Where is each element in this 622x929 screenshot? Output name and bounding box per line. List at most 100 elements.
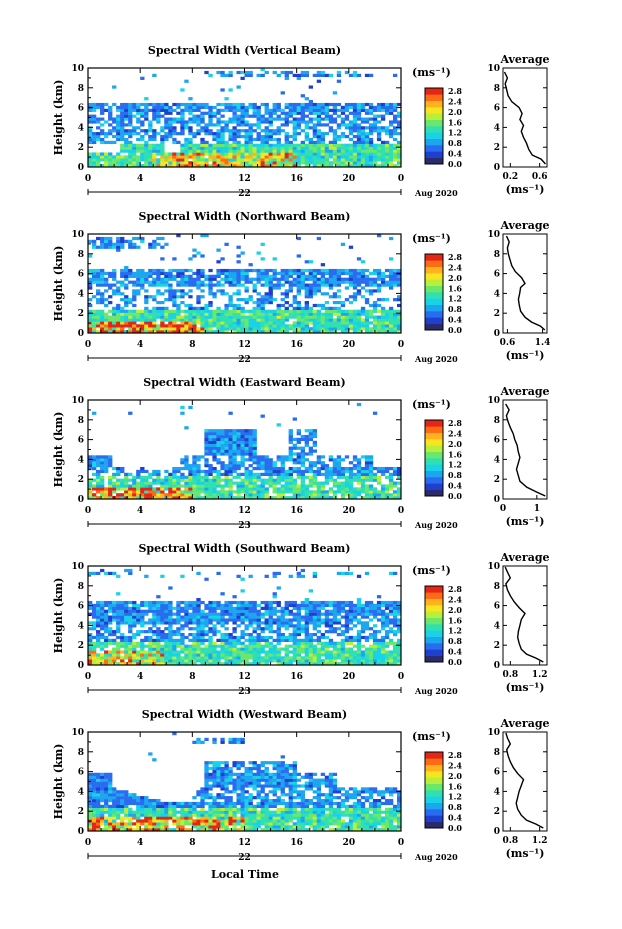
heatmap-cell xyxy=(360,490,366,494)
heatmap-cell xyxy=(144,117,149,121)
heatmap-cell xyxy=(176,621,181,625)
heatmap-cell xyxy=(176,481,181,485)
heatmap-cell xyxy=(100,653,105,657)
heatmap-cell xyxy=(316,236,322,241)
heatmap-cell xyxy=(144,277,149,281)
heatmap-cell xyxy=(120,478,125,482)
heatmap-cell xyxy=(128,484,133,488)
heatmap-cell xyxy=(152,298,157,302)
heatmap-cell xyxy=(240,478,245,482)
heatmap-cell xyxy=(240,484,245,488)
heatmap-cell xyxy=(284,271,289,276)
heatmap-cell xyxy=(196,493,201,497)
heatmap-cell xyxy=(232,656,237,660)
heatmap-cell xyxy=(264,487,269,491)
heatmap-cell xyxy=(120,635,125,640)
heatmap-cell xyxy=(232,164,237,168)
heatmap-cell xyxy=(200,102,205,107)
heatmap-cell xyxy=(316,624,322,628)
heatmap-cell xyxy=(196,490,201,494)
heatmap-cell xyxy=(296,312,301,316)
colorbar-tick-label: 2.8 xyxy=(448,418,462,428)
heatmap-cell xyxy=(396,318,402,322)
heatmap-cell xyxy=(204,487,209,491)
heatmap-cell xyxy=(184,662,189,666)
heatmap-cell xyxy=(360,132,366,136)
heatmap-cell xyxy=(312,164,318,168)
heatmap-cell xyxy=(324,630,330,634)
heatmap-cell xyxy=(252,330,257,334)
heatmap-cell xyxy=(240,662,245,666)
heatmap-cell xyxy=(332,478,338,482)
heatmap-cell xyxy=(248,280,253,284)
heatmap-cell xyxy=(180,111,185,115)
heatmap-cell xyxy=(364,472,370,476)
heatmap-cell xyxy=(144,143,149,147)
heatmap-cell xyxy=(256,484,261,488)
heatmap-cell xyxy=(204,324,209,328)
colorbar-swatch xyxy=(425,285,443,293)
heatmap-cell xyxy=(288,143,293,147)
heatmap-cell xyxy=(164,475,169,479)
heatmap-cell xyxy=(292,656,297,660)
heatmap-cell xyxy=(172,274,177,278)
heatmap-cell xyxy=(368,309,374,313)
heatmap-cell xyxy=(188,644,193,648)
colorbar-swatch xyxy=(425,94,443,101)
heatmap-cell xyxy=(280,111,285,115)
heatmap-cell xyxy=(392,126,398,130)
heatmap-cell xyxy=(108,458,113,462)
heatmap-cell xyxy=(180,271,185,276)
heatmap-cell xyxy=(380,638,386,642)
heatmap-cell xyxy=(184,656,189,660)
heatmap-cell xyxy=(340,105,346,110)
heatmap-cell xyxy=(196,117,201,121)
heatmap-cell xyxy=(320,464,326,468)
heatmap-cell xyxy=(396,315,402,319)
colorbar-swatch xyxy=(425,458,443,465)
heatmap-cell xyxy=(284,478,289,482)
heatmap-cell xyxy=(328,318,334,322)
y-tick-label: 4 xyxy=(78,289,84,299)
heatmap-cell xyxy=(200,624,205,628)
heatmap-cell xyxy=(328,277,334,281)
heatmap-cell xyxy=(284,330,289,334)
heatmap-cell xyxy=(240,277,245,281)
heatmap-cell xyxy=(192,496,197,500)
heatmap-cell xyxy=(160,647,165,651)
heatmap-cell xyxy=(280,458,285,462)
heatmap-cell xyxy=(368,321,374,325)
heatmap-cell xyxy=(312,647,318,651)
heatmap-cell xyxy=(376,469,382,474)
heatmap-cell xyxy=(244,300,249,305)
heatmap-cell xyxy=(316,487,322,491)
heatmap-cell xyxy=(268,292,273,296)
heatmap-cell xyxy=(100,108,105,112)
heatmap-cell xyxy=(232,137,237,142)
heatmap-cell xyxy=(272,277,277,281)
heatmap-cell xyxy=(184,315,189,319)
heatmap-cell xyxy=(280,632,285,637)
heatmap-cell xyxy=(168,126,173,130)
heatmap-cell xyxy=(276,271,281,276)
heatmap-cell xyxy=(336,627,342,631)
heatmap-cell xyxy=(312,481,318,485)
heatmap-cell xyxy=(140,321,145,325)
heatmap-cell xyxy=(380,647,386,651)
heatmap-cell xyxy=(252,164,257,168)
heatmap-cell xyxy=(200,140,205,144)
heatmap-cell xyxy=(184,644,189,648)
heatmap-cell xyxy=(212,469,217,474)
heatmap-cell xyxy=(204,327,209,331)
heatmap-cell xyxy=(320,102,326,107)
heatmap-cell xyxy=(212,114,217,118)
heatmap-cell xyxy=(300,70,305,75)
heatmap-cell xyxy=(316,79,322,83)
heatmap-cell xyxy=(92,621,97,625)
heatmap-cell xyxy=(296,286,301,290)
heatmap-cell xyxy=(356,289,362,293)
heatmap-cell xyxy=(272,647,277,651)
heatmap-cell xyxy=(340,143,346,147)
heatmap-cell xyxy=(180,493,185,497)
heatmap-cell xyxy=(388,132,394,136)
